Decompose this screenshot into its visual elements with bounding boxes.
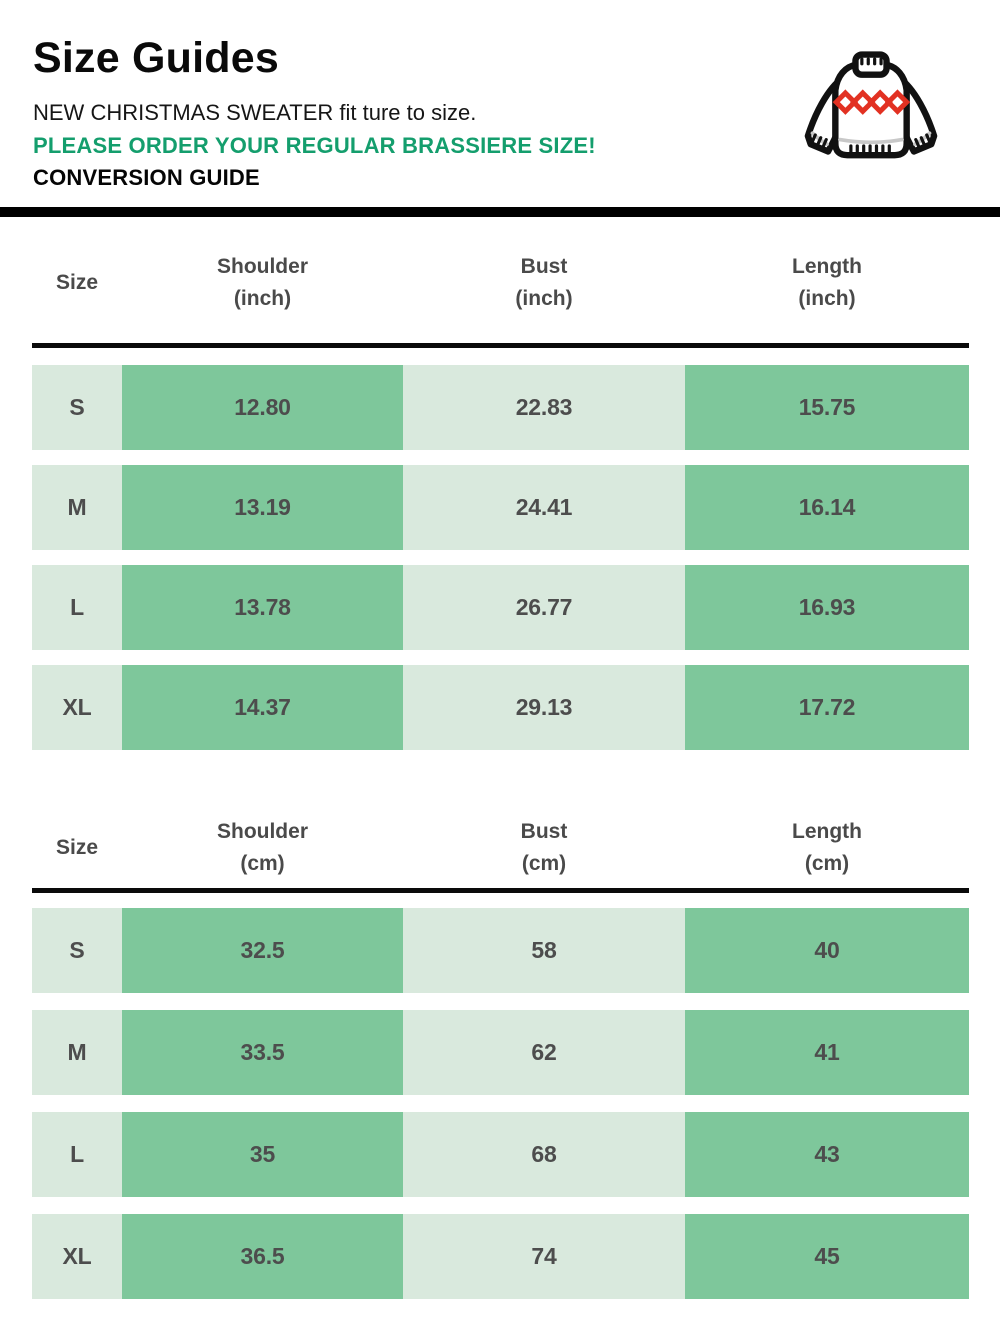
size-table-inch: Size Shoulder (inch) Bust (inch) Length … — [32, 217, 969, 750]
bust-cell: 58 — [403, 908, 685, 993]
shoulder-cell: 12.80 — [122, 365, 403, 450]
shoulder-cell: 33.5 — [122, 1010, 403, 1095]
column-label: Bust — [520, 255, 568, 278]
bust-cell: 74 — [403, 1214, 685, 1299]
length-cell: 16.93 — [685, 565, 969, 650]
column-unit: (cm) — [240, 852, 285, 875]
size-cell: L — [32, 565, 122, 650]
table-row-xl: XL 14.37 29.13 17.72 — [32, 665, 969, 750]
length-cell: 41 — [685, 1010, 969, 1095]
shoulder-cell: 13.78 — [122, 565, 403, 650]
column-label: Bust — [520, 820, 568, 843]
column-unit: (cm) — [521, 852, 567, 875]
table-row-m: M 33.5 62 41 — [32, 1010, 969, 1095]
shoulder-cell: 36.5 — [122, 1214, 403, 1299]
bust-cell: 24.41 — [403, 465, 685, 550]
column-label: Size — [55, 836, 99, 859]
table-header-inch: Size Shoulder (inch) Bust (inch) Length … — [32, 217, 969, 348]
column-header-bust: Bust (inch) — [403, 251, 685, 315]
column-unit: (cm) — [804, 852, 850, 875]
table-header-cm: Size Shoulder (cm) Bust (cm) Length (cm) — [32, 808, 969, 893]
table-row-s: S 12.80 22.83 15.75 — [32, 365, 969, 450]
shoulder-cell: 35 — [122, 1112, 403, 1197]
table-row-s: S 32.5 58 40 — [32, 908, 969, 993]
size-cell: M — [32, 1010, 122, 1095]
table-row-l: L 35 68 43 — [32, 1112, 969, 1197]
bust-cell: 68 — [403, 1112, 685, 1197]
shoulder-cell: 13.19 — [122, 465, 403, 550]
column-label: Length — [792, 255, 862, 278]
column-label: Length — [792, 820, 862, 843]
conversion-guide-label: CONVERSION GUIDE — [33, 165, 260, 190]
column-header-length: Length (cm) — [685, 816, 969, 880]
table-row-m: M 13.19 24.41 16.14 — [32, 465, 969, 550]
column-label: Shoulder — [216, 255, 308, 278]
length-cell: 43 — [685, 1112, 969, 1197]
length-cell: 16.14 — [685, 465, 969, 550]
size-cell: S — [32, 365, 122, 450]
size-cell: S — [32, 908, 122, 993]
column-header-shoulder: Shoulder (inch) — [122, 251, 403, 315]
divider-bar — [0, 207, 1000, 217]
column-unit: (inch) — [233, 287, 292, 310]
bust-cell: 22.83 — [403, 365, 685, 450]
column-unit: (inch) — [798, 287, 856, 310]
bust-cell: 29.13 — [403, 665, 685, 750]
size-table-cm: Size Shoulder (cm) Bust (cm) Length (cm)… — [32, 808, 969, 1299]
column-label: Shoulder — [216, 820, 308, 843]
christmas-sweater-icon — [797, 50, 945, 178]
size-cell: XL — [32, 1214, 122, 1299]
column-header-shoulder: Shoulder (cm) — [122, 816, 403, 880]
bust-cell: 26.77 — [403, 565, 685, 650]
column-header-bust: Bust (cm) — [403, 816, 685, 880]
table-row-xl: XL 36.5 74 45 — [32, 1214, 969, 1299]
shoulder-cell: 32.5 — [122, 908, 403, 993]
column-unit: (inch) — [515, 287, 573, 310]
length-cell: 40 — [685, 908, 969, 993]
bust-cell: 62 — [403, 1010, 685, 1095]
table-row-l: L 13.78 26.77 16.93 — [32, 565, 969, 650]
size-cell: XL — [32, 665, 122, 750]
size-cell: M — [32, 465, 122, 550]
column-header-size: Size — [32, 832, 122, 864]
table-body-inch: S 12.80 22.83 15.75 M 13.19 24.41 16.14 … — [32, 365, 969, 750]
length-cell: 15.75 — [685, 365, 969, 450]
subtitle: NEW CHRISTMAS SWEATER fit ture to size. — [33, 100, 477, 125]
column-header-size: Size — [32, 267, 122, 299]
size-cell: L — [32, 1112, 122, 1197]
order-notice: PLEASE ORDER YOUR REGULAR BRASSIERE SIZE… — [33, 133, 596, 158]
sweater-svg — [804, 51, 938, 159]
table-body-cm: S 32.5 58 40 M 33.5 62 41 L 35 68 43 XL … — [32, 908, 969, 1299]
column-label: Size — [55, 271, 99, 294]
shoulder-cell: 14.37 — [122, 665, 403, 750]
length-cell: 45 — [685, 1214, 969, 1299]
length-cell: 17.72 — [685, 665, 969, 750]
column-header-length: Length (inch) — [685, 251, 969, 315]
page-title: Size Guides — [33, 34, 279, 82]
